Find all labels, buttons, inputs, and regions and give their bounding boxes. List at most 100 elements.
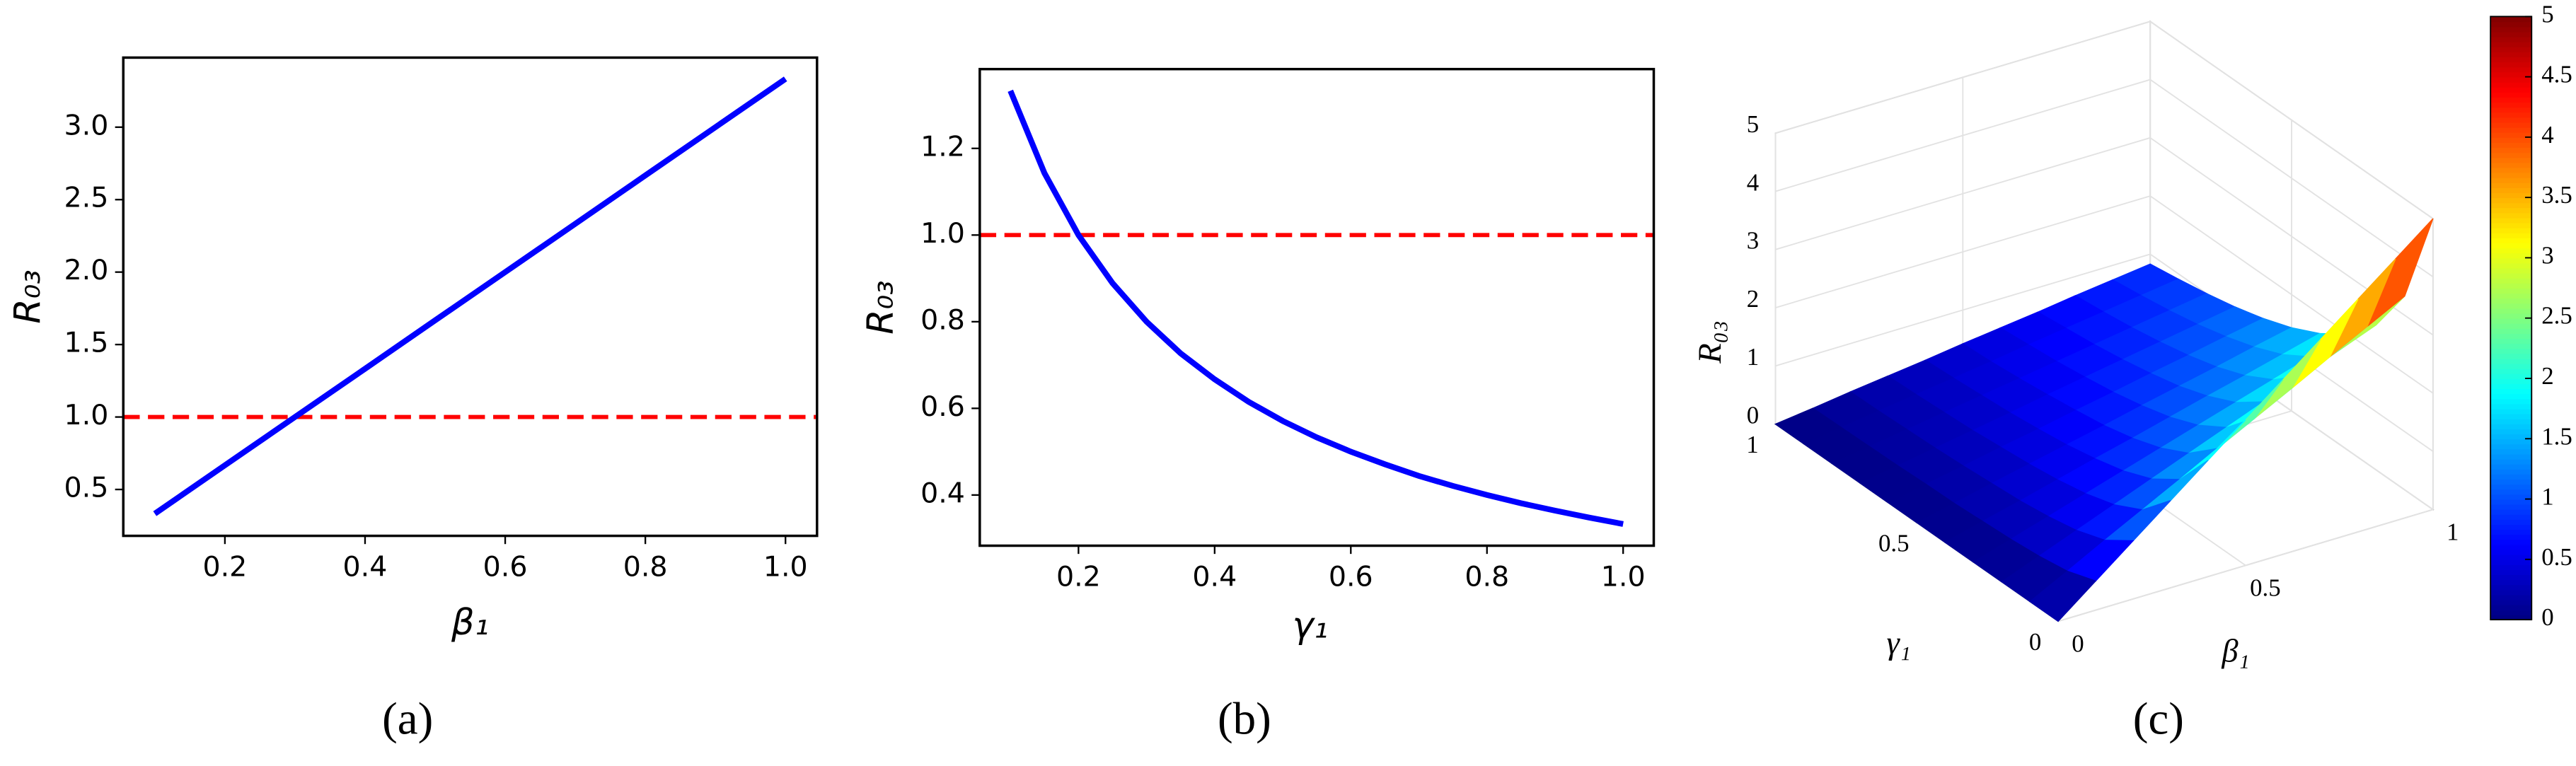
colorbar-segment [2490,458,2532,465]
colorbar-segment [2490,243,2532,249]
colorbar-segment [2490,157,2532,163]
colorbar-segment [2490,388,2532,395]
x-tick-label: 0.6 [1329,561,1373,593]
colorbar-segment [2490,298,2532,304]
colorbar-segment [2490,253,2532,259]
colorbar-segment [2490,232,2532,238]
colorbar-segment [2490,267,2532,274]
colorbar-segment [2490,403,2532,410]
x-tick-label: 0.4 [1192,561,1237,593]
colorbar-segment [2490,107,2532,113]
colorbar-segment [2490,142,2532,149]
y-tick-label: 2.0 [64,254,109,286]
colorbar-segment [2490,604,2532,610]
colorbar-segment [2490,418,2532,424]
x-tick-label: 1 [2447,518,2459,545]
colorbar-segment [2490,16,2532,23]
z-tick-label: 5 [1747,110,1759,138]
colorbar-segment [2490,26,2532,33]
colorbar-segment [2490,453,2532,460]
colorbar-segment [2490,207,2532,214]
colorbar-segment [2490,308,2532,314]
colorbar-segment [2490,172,2532,178]
colorbar-segment [2490,518,2532,526]
colorbar-segment [2490,192,2532,199]
colorbar-segment [2490,408,2532,414]
colorbar-segment [2490,293,2532,299]
colorbar-segment [2490,303,2532,309]
colorbar-segment [2490,86,2532,93]
x-tick-label: 0.8 [623,551,668,584]
colorbar-segment [2490,413,2532,419]
panel-label: (c) [2133,693,2184,744]
x-tick-label: 0.8 [1465,561,1509,593]
colorbar-segment [2490,333,2532,340]
colorbar-segment [2490,36,2532,42]
y-tick-label: 0.5 [1878,530,1910,557]
colorbar-segment [2490,584,2532,591]
colorbar-segment [2490,81,2532,88]
colorbar-segment [2490,288,2532,294]
x-tick-label: 1.0 [763,551,808,584]
x-axis-label: β₁ [451,602,489,644]
colorbar-segment [2490,52,2532,58]
colorbar-segment [2490,212,2532,219]
data-line [153,76,787,516]
colorbar-tick-label: 3.5 [2541,181,2572,209]
y-axis-label: γ₁ [1886,625,1910,661]
x-tick-label: 0.6 [483,551,528,584]
y-tick-label: 0.6 [920,390,965,423]
colorbar-segment [2490,262,2532,269]
colorbar-segment [2490,378,2532,385]
y-tick-label: 1.2 [920,130,965,163]
colorbar-segment [2490,353,2532,359]
colorbar-segment [2490,479,2532,485]
colorbar-segment [2490,539,2532,545]
data-line [1007,89,1624,527]
colorbar-segment [2490,137,2532,143]
colorbar-segment [2490,358,2532,364]
colorbar-segment [2490,383,2532,390]
colorbar-segment [2490,177,2532,183]
colorbar-segment [2490,21,2532,28]
colorbar-segment [2490,513,2532,520]
colorbar-segment [2490,393,2532,400]
y-tick-label: 1.0 [920,217,965,250]
colorbar-segment [2490,448,2532,455]
colorbar-segment [2490,46,2532,53]
colorbar-segment [2490,222,2532,228]
colorbar-segment [2490,76,2532,83]
z-tick-label: 1 [1747,343,1759,371]
x-axis-label: β₁ [2221,634,2249,670]
colorbar-segment [2490,227,2532,233]
colorbar-segment [2490,248,2532,254]
colorbar-segment [2490,343,2532,349]
colorbar-segment [2490,31,2532,37]
colorbar-segment [2490,554,2532,560]
colorbar-segment [2490,534,2532,540]
y-tick-label: 0.5 [64,472,109,504]
panel-label: (a) [382,693,433,744]
colorbar-segment [2490,217,2532,224]
y-axis-label: R₀₃ [860,280,902,334]
colorbar-segment [2490,434,2532,440]
colorbar-segment [2490,574,2532,581]
colorbar-segment [2490,609,2532,615]
plot-frame [978,67,1656,547]
colorbar-segment [2490,614,2532,621]
z-tick-label: 3 [1747,227,1759,255]
colorbar-tick-label: 4 [2541,121,2553,149]
colorbar-segment [2490,102,2532,108]
y-tick-label: 1 [1746,431,1758,458]
colorbar-tick-label: 1.5 [2541,422,2572,450]
colorbar-segment [2490,277,2532,284]
colorbar-segment [2490,197,2532,204]
x-tick-label: 1.0 [1601,561,1646,593]
colorbar-segment [2490,348,2532,354]
colorbar-segment [2490,549,2532,555]
colorbar-segment [2490,62,2532,68]
z-axis-label: R₀₃ [1692,320,1728,364]
colorbar-tick-label: 2.5 [2541,302,2572,330]
colorbar-segment [2490,117,2532,123]
